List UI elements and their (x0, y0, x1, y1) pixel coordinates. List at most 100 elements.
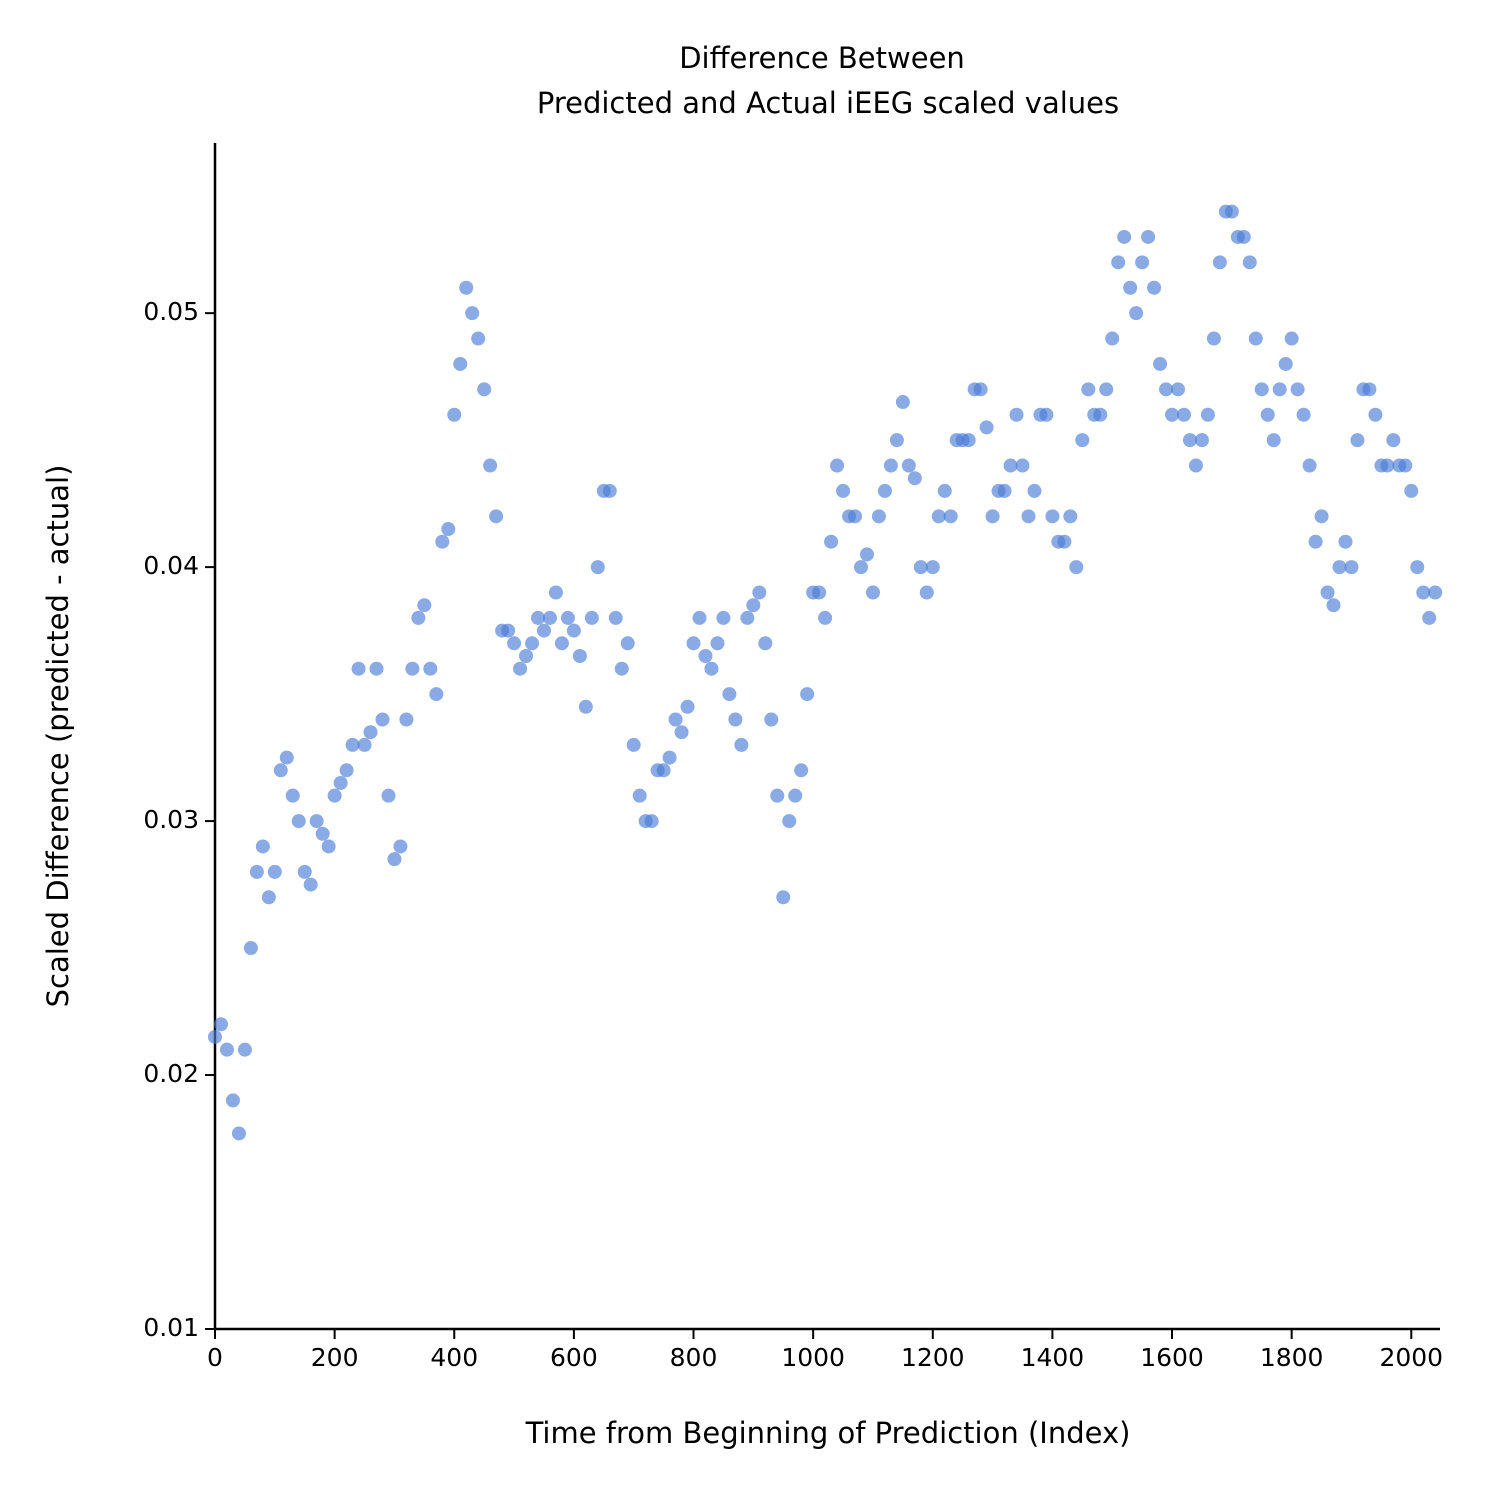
x-tick-label: 1200 (901, 1343, 965, 1372)
point (1254, 382, 1269, 397)
point (477, 382, 492, 397)
point (674, 725, 689, 740)
point (800, 687, 815, 702)
point (1176, 407, 1191, 422)
point (1003, 458, 1018, 473)
point (704, 661, 719, 676)
point (267, 864, 282, 879)
point (429, 687, 444, 702)
point (291, 814, 306, 829)
point (578, 699, 593, 714)
point (686, 636, 701, 651)
point (1063, 509, 1078, 524)
point (459, 280, 474, 295)
point (812, 585, 827, 600)
point (1308, 534, 1323, 549)
point (231, 1126, 246, 1141)
point (848, 509, 863, 524)
x-tick-label: 400 (430, 1343, 478, 1372)
point (853, 560, 868, 575)
point (1153, 356, 1168, 371)
point (728, 712, 743, 727)
point (554, 636, 569, 651)
y-tick-label: 0.01 (143, 1313, 199, 1342)
point (1272, 382, 1287, 397)
point (788, 788, 803, 803)
point (1147, 280, 1162, 295)
point (375, 712, 390, 727)
point (1182, 433, 1197, 448)
point (1398, 458, 1413, 473)
point (782, 814, 797, 829)
point (716, 610, 731, 625)
point (1206, 331, 1221, 346)
point (776, 890, 791, 905)
point (519, 649, 534, 664)
point (237, 1042, 252, 1057)
point (590, 560, 605, 575)
point (471, 331, 486, 346)
point (1159, 382, 1174, 397)
point (1278, 356, 1293, 371)
point (1027, 483, 1042, 498)
point (830, 458, 845, 473)
point (393, 839, 408, 854)
point (1296, 407, 1311, 422)
point (997, 483, 1012, 498)
point (895, 395, 910, 410)
point (548, 585, 563, 600)
y-tick-label: 0.05 (143, 297, 199, 326)
point (1188, 458, 1203, 473)
point (1129, 306, 1144, 321)
point (435, 534, 450, 549)
point (1171, 382, 1186, 397)
point (614, 661, 629, 676)
point (1165, 407, 1180, 422)
point (351, 661, 366, 676)
point (901, 458, 916, 473)
point (465, 306, 480, 321)
point (1093, 407, 1108, 422)
point (513, 661, 528, 676)
point (1362, 382, 1377, 397)
x-tick-label: 1800 (1260, 1343, 1324, 1372)
point (1236, 229, 1251, 244)
point (1039, 407, 1054, 422)
point (602, 483, 617, 498)
point (662, 750, 677, 765)
point (859, 547, 874, 562)
point (1117, 229, 1132, 244)
point (381, 788, 396, 803)
point (608, 610, 623, 625)
point (746, 598, 761, 613)
point (836, 483, 851, 498)
point (1021, 509, 1036, 524)
point (644, 814, 659, 829)
point (1314, 509, 1329, 524)
point (889, 433, 904, 448)
y-tick-label: 0.02 (143, 1059, 199, 1088)
point (315, 826, 330, 841)
point (1200, 407, 1215, 422)
point (698, 649, 713, 664)
x-tick-label: 200 (311, 1343, 359, 1372)
point (913, 560, 928, 575)
point (1302, 458, 1317, 473)
point (1123, 280, 1138, 295)
point (1111, 255, 1126, 270)
point (656, 763, 671, 778)
point (907, 471, 922, 486)
point (1105, 331, 1120, 346)
point (507, 636, 522, 651)
point (297, 864, 312, 879)
point (249, 864, 264, 879)
y-tick-label: 0.03 (143, 805, 199, 834)
point (1380, 458, 1395, 473)
point (357, 737, 372, 752)
chart-title: Difference Between (679, 41, 965, 75)
point (979, 420, 994, 435)
point (345, 737, 360, 752)
point (943, 509, 958, 524)
point (961, 433, 976, 448)
